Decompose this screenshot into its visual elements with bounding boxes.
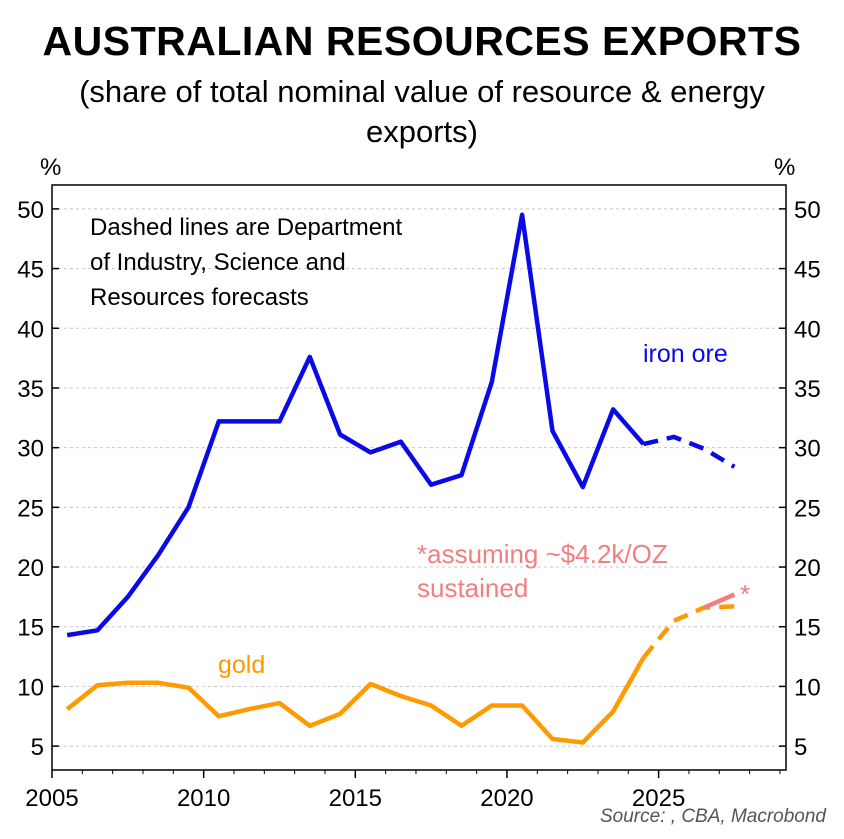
forecast-note-line: of Industry, Science and	[90, 249, 346, 276]
y-tick-label-right: 15	[794, 615, 821, 642]
series-line-gold	[65, 656, 646, 745]
y-tick-label-left: 40	[17, 316, 44, 343]
y-tick-label-right: 30	[794, 436, 821, 463]
x-tick-label: 2025	[632, 785, 685, 812]
series-line-gold-assuming-4-2k-oz-sustained	[703, 592, 736, 610]
y-tick-label-left: 45	[17, 257, 44, 284]
x-tick-label: 2010	[177, 785, 230, 812]
annotation-label: *assuming ~$4.2k/OZ	[417, 539, 668, 569]
y-tick-label-right: 20	[794, 555, 821, 582]
plot-frame	[51, 184, 787, 771]
y-tick-label-right: 5	[794, 734, 807, 761]
y-tick-label-left: 25	[17, 495, 44, 522]
y-tick-label-right: 45	[794, 257, 821, 284]
chart-title: AUSTRALIAN RESOURCES EXPORTS	[42, 18, 802, 64]
y-tick-label-left: 15	[17, 615, 44, 642]
series-lines	[65, 212, 736, 745]
x-tick-label: 2015	[329, 785, 382, 812]
y-tick-label-left: 30	[17, 436, 44, 463]
y-tick-label-left: 10	[17, 674, 44, 701]
annotations: Dashed lines are Department of Industry, …	[90, 214, 750, 679]
annotation-label: *	[740, 579, 750, 609]
annotation-label: iron ore	[643, 340, 728, 368]
chart-subtitle: (share of total nominal value of resourc…	[79, 74, 765, 149]
source-note: Source: , CBA, Macrobond	[600, 806, 826, 827]
x-tick-label: 2005	[25, 785, 78, 812]
forecast-note-line: Resources forecasts	[90, 284, 309, 311]
y-tick-label-right: 10	[794, 674, 821, 701]
series-line-iron-ore-forecast	[642, 434, 736, 469]
y-tick-label-right: 25	[794, 495, 821, 522]
series-line-iron-ore	[66, 212, 646, 638]
y-tick-label-left: 5	[31, 734, 44, 761]
y-tick-label-right: 50	[794, 197, 821, 224]
annotation-label: sustained	[417, 573, 528, 603]
x-tick-label: 2020	[480, 785, 533, 812]
annotation-label: gold	[218, 651, 265, 679]
y-tick-label-right: 35	[794, 376, 821, 403]
y-unit-left: %	[40, 154, 61, 181]
y-tick-label-left: 35	[17, 376, 44, 403]
y-tick-label-left: 20	[17, 555, 44, 582]
y-tick-label-left: 50	[17, 197, 44, 224]
series-line-gold-forecast	[641, 604, 735, 660]
forecast-note-line: Dashed lines are Department	[90, 214, 402, 241]
y-tick-label-right: 40	[794, 316, 821, 343]
y-unit-right: %	[774, 154, 795, 181]
axes	[51, 184, 787, 778]
